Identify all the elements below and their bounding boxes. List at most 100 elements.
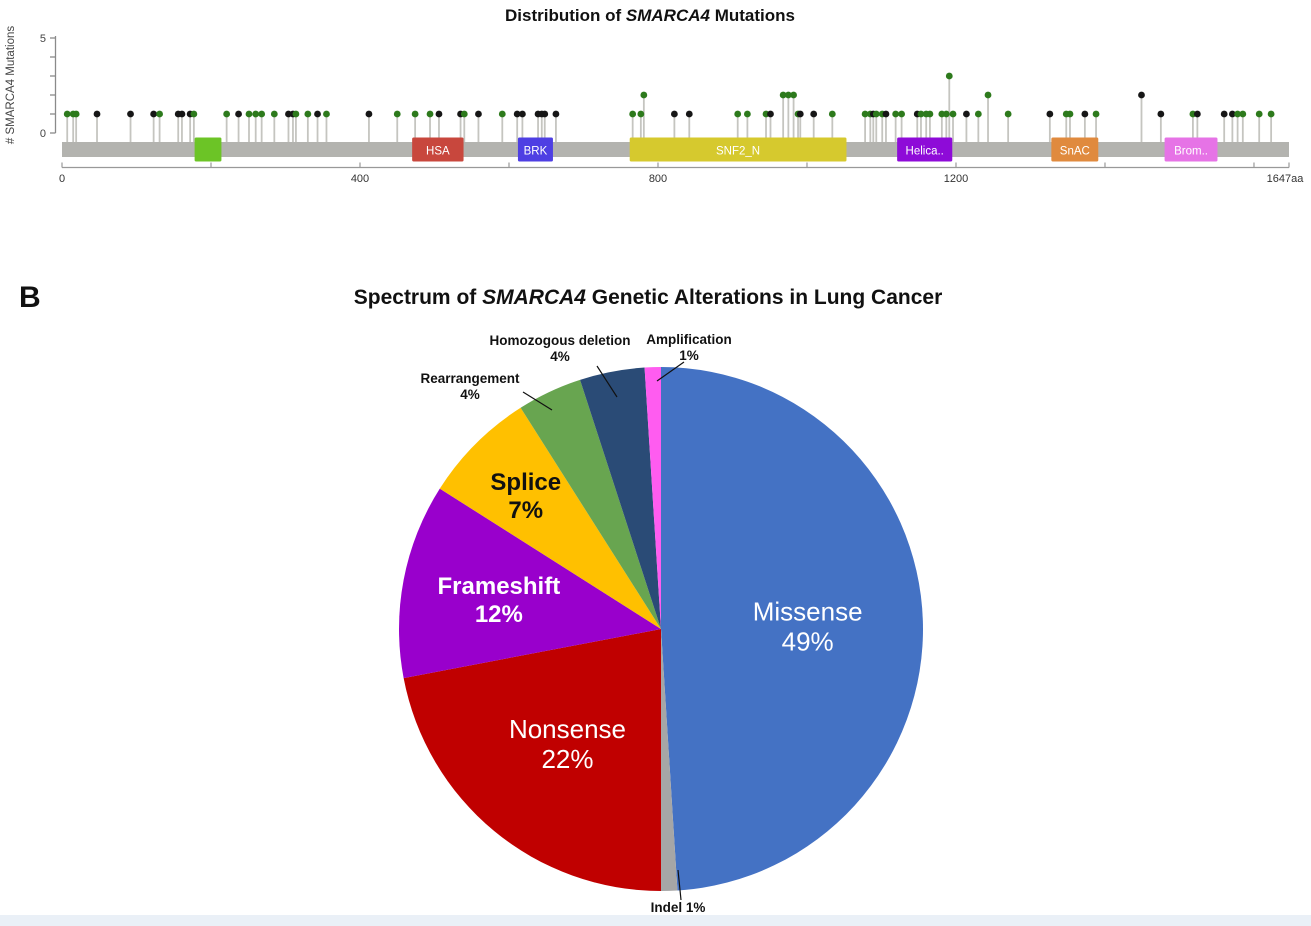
panel-a-title-gene: SMARCA4 [625,6,710,25]
pie-inside-label: Nonsense [509,714,626,744]
panel-b-letter: B [19,281,41,314]
x-tick-label: 800 [649,173,667,185]
pie-outside-label: Amplification [646,332,732,347]
x-tick-label: 1200 [944,173,968,185]
domain-label: Brom.. [1174,146,1208,158]
lollipop-dot [314,110,321,118]
domain-rect [897,137,953,162]
x-end-label: 1647aa [1267,173,1305,185]
y-tick-label: 5 [40,33,46,45]
lollipop-dot [1267,110,1275,118]
lollipop-dot [629,110,637,118]
lollipop-dot [127,110,134,118]
lollipop-dot [685,110,693,118]
lollipop-dot [779,91,787,99]
lollipop-dot [292,110,300,118]
lollipop-dot [235,110,242,118]
lollipop-dot [245,110,253,118]
panel-a-title: Distribution of SMARCA4 Mutations [0,6,1300,26]
lollipop-dot [156,110,163,118]
pie-inside-label: Missense [753,596,863,626]
lollipop-dot [1239,110,1247,118]
lollipop-dot [475,110,482,118]
domain-rect [1051,137,1099,162]
pie-slice-splice [439,407,661,629]
lollipop-dot [393,110,401,118]
lollipop-dot [1234,110,1241,118]
lollipop-dot [552,110,560,118]
lollipop-dot [323,110,330,118]
panel-a-title-prefix: Distribution of [505,6,626,25]
lollipop-dot [949,110,957,118]
label-leader-line [596,365,618,398]
lollipop-dot [942,110,950,118]
domain-rect [517,137,553,162]
lollipop-dot [945,72,953,80]
domain-rect [194,137,222,162]
lollipop-dot [796,110,804,118]
lollipop-dot [223,110,231,118]
label-leader-line [656,361,685,382]
domain-label: BRK [524,146,548,158]
pie-inside-pct: 49% [782,626,834,656]
lollipop-dot [784,91,792,99]
lollipop-dot [963,110,970,118]
y-axis-title: # SMARCA4 Mutations [5,26,17,144]
lollipop-dot [252,110,260,118]
pie-outside-pct: 4% [550,349,570,364]
domain-label: SNF2_N [716,146,760,158]
lollipop-dot [974,110,982,118]
x-tick-label: 0 [59,173,65,185]
lollipop-dot [1138,91,1145,99]
lollipop-chart: 5 0 # SMARCA4 Mutations HSA BRK SNF2_N Helica.… [5,26,1305,185]
lollipop-dot [1046,110,1054,118]
x-tick-label: 400 [351,173,369,185]
pie-outside-label: Indel 1% [651,900,706,915]
lollipop-dot [898,110,906,118]
domain-label: HSA [426,146,450,158]
lollipop-dot [460,110,468,118]
lollipop-dot [304,110,312,118]
pie-outside-pct: 1% [679,348,699,363]
lollipop-dot [767,110,774,118]
pie-inside-label: Splice [490,469,561,496]
lollipop-dot [637,110,645,118]
pie-slice-rearrangement [520,379,661,629]
domain-rect [412,137,464,162]
lollipop-dot [743,110,751,118]
lollipop-dot [1092,110,1100,118]
lollipop-dot [519,110,526,118]
lollipop-dot [892,110,900,118]
lollipop-dot [861,110,869,118]
domain-rect [1164,137,1218,162]
lollipop-dot [1157,110,1165,118]
lollipop-dot [1220,110,1228,118]
lollipop-dot [1228,110,1236,118]
label-leader-line [522,391,553,411]
lollipop-dot [541,110,549,118]
pie-outside-label: Rearrangement [420,371,520,386]
lollipop-dot [190,110,198,118]
pie-slice-missense [661,367,923,891]
panel-b-title-prefix: Spectrum of [353,286,483,309]
lollipop-dot [1066,110,1074,118]
panel-b-title-suffix: Genetic Alterations in Lung Cancer [585,286,943,309]
lollipop-dot [150,110,158,118]
pie-inside-pct: 7% [508,497,543,524]
lollipop-dot [1081,110,1089,118]
lollipop-dot [498,110,506,118]
pie-inside-pct: 22% [541,744,593,774]
lollipop-dot [1004,110,1012,118]
lollipop-dot [917,110,925,118]
lollipop-dot [93,110,101,118]
pie-slice-frameshift [398,488,661,679]
pie-slice-homozogous-deletion [580,367,661,629]
pie-slice-indel [661,629,678,891]
lollipop-dot [426,110,434,118]
lollipop-dot [734,110,742,118]
lollipop-dot [640,91,648,99]
domain-label: Helica.. [906,146,944,158]
pie-outside-label: Homozogous deletion [490,333,631,348]
